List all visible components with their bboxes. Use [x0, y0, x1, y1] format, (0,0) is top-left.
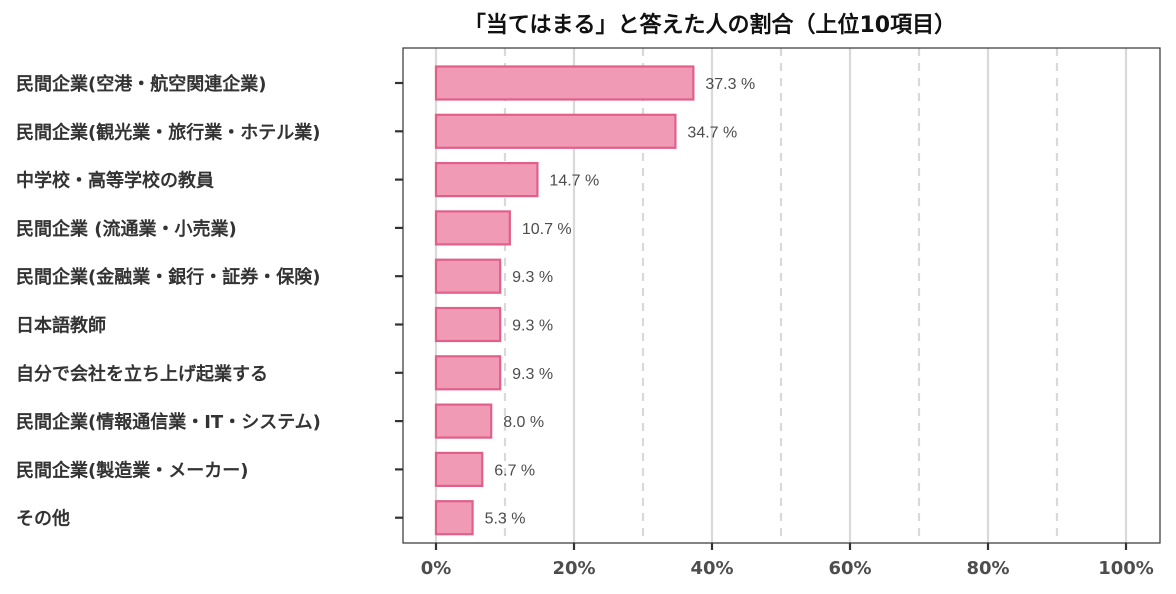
bar [434, 500, 474, 536]
bar [434, 258, 502, 294]
labels-layer: 37.3 % 34.7 % 14.7 % 10.7 % 9.3 % 9.3 % 9.3 % 8… [485, 76, 756, 528]
data-label: 9.3 % [512, 269, 553, 286]
bar [434, 403, 493, 439]
bar [434, 65, 695, 101]
data-label: 8.0 % [503, 414, 544, 431]
bar [434, 113, 677, 149]
category-label: 民間企業(観光業・旅行業・ホテル業) [16, 121, 320, 143]
category-label: 日本語教師 [16, 315, 106, 337]
bar [434, 355, 502, 391]
data-label: 6.7 % [494, 462, 535, 479]
x-tick-label: 60% [828, 558, 871, 579]
data-label: 34.7 % [687, 124, 737, 141]
data-label: 37.3 % [705, 76, 755, 93]
bar [434, 306, 502, 343]
data-label: 5.3 % [485, 511, 526, 528]
category-label: 民間企業(製造業・メーカー) [16, 459, 248, 481]
category-label: 民間企業 (流通業・小売業) [16, 218, 237, 240]
category-label: 中学校・高等学校の教員 [16, 170, 214, 192]
data-label: 9.3 % [512, 318, 553, 335]
x-tick-label: 100% [1098, 558, 1154, 579]
axis-layer: 民間企業(空港・航空関連企業) 民間企業(観光業・旅行業・ホテル業) 中学校・高等学… [16, 73, 1154, 579]
category-label: 民間企業(金融業・銀行・証券・保険) [16, 266, 320, 288]
panel-border [402, 47, 1161, 544]
category-label: 民間企業(空港・航空関連企業) [16, 73, 266, 95]
bar [434, 451, 484, 487]
bar [434, 162, 539, 198]
data-label: 14.7 % [549, 173, 599, 190]
x-tick-label: 20% [552, 558, 595, 579]
x-tick-label: 40% [690, 558, 733, 579]
bar [434, 210, 511, 246]
category-label: 自分で会社を立ち上げ起業する [16, 363, 268, 385]
bars-layer [434, 65, 695, 536]
x-tick-label: 80% [966, 558, 1009, 579]
data-label: 9.3 % [512, 366, 553, 383]
data-label: 10.7 % [522, 221, 572, 238]
category-label: その他 [16, 508, 70, 530]
category-label: 民間企業(情報通信業・IT・システム) [16, 411, 321, 433]
x-tick-label: 0% [421, 558, 452, 579]
chart-title: 「当てはまる」と答えた人の割合（上位10項目） [464, 12, 956, 38]
